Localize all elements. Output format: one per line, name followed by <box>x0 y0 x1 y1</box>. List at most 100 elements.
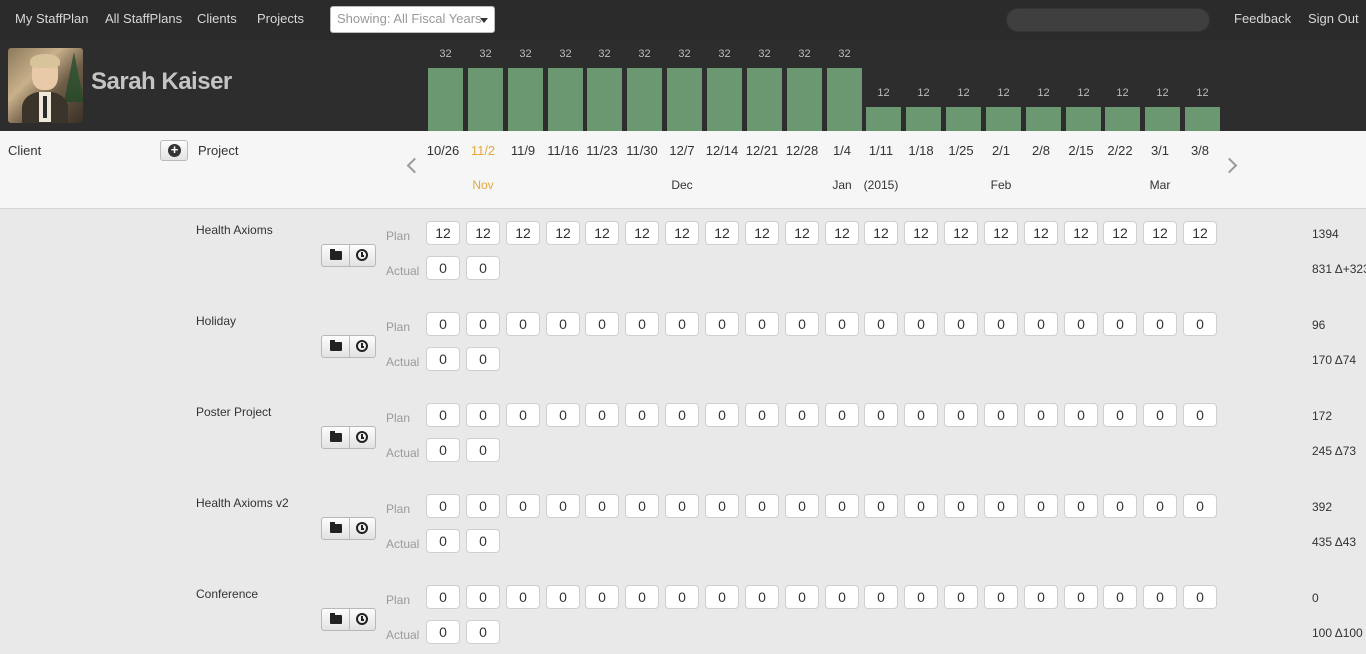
plan-hours-input[interactable] <box>1143 221 1177 245</box>
plan-hours-input[interactable] <box>785 312 819 336</box>
plan-hours-input[interactable] <box>506 494 540 518</box>
plan-hours-input[interactable] <box>1183 312 1217 336</box>
plan-hours-input[interactable] <box>785 585 819 609</box>
nav-feedback[interactable]: Feedback <box>1234 11 1292 26</box>
plan-hours-input[interactable] <box>1064 403 1098 427</box>
plan-hours-input[interactable] <box>585 312 619 336</box>
actual-hours-input[interactable] <box>426 256 460 280</box>
plan-hours-input[interactable] <box>546 494 580 518</box>
plan-hours-input[interactable] <box>466 312 500 336</box>
search-input[interactable] <box>1006 8 1210 32</box>
plan-hours-input[interactable] <box>984 312 1018 336</box>
plan-hours-input[interactable] <box>426 221 460 245</box>
plan-hours-input[interactable] <box>1024 494 1058 518</box>
plan-hours-input[interactable] <box>1183 494 1217 518</box>
plan-hours-input[interactable] <box>864 494 898 518</box>
plan-hours-input[interactable] <box>1103 403 1137 427</box>
clock-icon[interactable] <box>356 613 368 625</box>
nav-all-staffplans[interactable]: All StaffPlans <box>105 11 183 26</box>
plan-hours-input[interactable] <box>984 403 1018 427</box>
plan-hours-input[interactable] <box>1183 403 1217 427</box>
plan-hours-input[interactable] <box>944 403 978 427</box>
plan-hours-input[interactable] <box>546 403 580 427</box>
plan-hours-input[interactable] <box>546 221 580 245</box>
folder-icon[interactable] <box>330 522 342 533</box>
project-name[interactable]: Poster Project <box>196 405 272 419</box>
plan-hours-input[interactable] <box>984 494 1018 518</box>
plan-hours-input[interactable] <box>745 494 779 518</box>
plan-hours-input[interactable] <box>745 403 779 427</box>
plan-hours-input[interactable] <box>825 585 859 609</box>
clock-icon[interactable] <box>356 431 368 443</box>
clock-icon[interactable] <box>356 249 368 261</box>
plan-hours-input[interactable] <box>904 494 938 518</box>
plan-hours-input[interactable] <box>1024 403 1058 427</box>
nav-sign-out[interactable]: Sign Out <box>1308 11 1359 26</box>
actual-hours-input[interactable] <box>466 347 500 371</box>
nav-my-staffplan[interactable]: My StaffPlan <box>15 11 89 26</box>
plan-hours-input[interactable] <box>506 585 540 609</box>
plan-hours-input[interactable] <box>1064 312 1098 336</box>
plan-hours-input[interactable] <box>625 312 659 336</box>
plan-hours-input[interactable] <box>785 494 819 518</box>
nav-projects[interactable]: Projects <box>257 11 304 26</box>
plan-hours-input[interactable] <box>705 585 739 609</box>
plan-hours-input[interactable] <box>984 221 1018 245</box>
plan-hours-input[interactable] <box>944 494 978 518</box>
plan-hours-input[interactable] <box>944 312 978 336</box>
plan-hours-input[interactable] <box>1143 312 1177 336</box>
plan-hours-input[interactable] <box>1024 221 1058 245</box>
project-name[interactable]: Health Axioms <box>196 223 273 237</box>
plan-hours-input[interactable] <box>745 585 779 609</box>
plan-hours-input[interactable] <box>1103 221 1137 245</box>
actual-hours-input[interactable] <box>466 529 500 553</box>
folder-icon[interactable] <box>330 340 342 351</box>
plan-hours-input[interactable] <box>426 585 460 609</box>
plan-hours-input[interactable] <box>1103 585 1137 609</box>
plan-hours-input[interactable] <box>825 312 859 336</box>
plan-hours-input[interactable] <box>904 585 938 609</box>
actual-hours-input[interactable] <box>466 438 500 462</box>
plan-hours-input[interactable] <box>665 494 699 518</box>
plan-hours-input[interactable] <box>625 494 659 518</box>
plan-hours-input[interactable] <box>506 403 540 427</box>
actual-hours-input[interactable] <box>426 347 460 371</box>
plan-hours-input[interactable] <box>1064 585 1098 609</box>
plan-hours-input[interactable] <box>1143 494 1177 518</box>
plan-hours-input[interactable] <box>785 403 819 427</box>
plan-hours-input[interactable] <box>825 221 859 245</box>
plan-hours-input[interactable] <box>665 403 699 427</box>
plan-hours-input[interactable] <box>466 403 500 427</box>
project-name[interactable]: Holiday <box>196 314 237 328</box>
nav-clients[interactable]: Clients <box>197 11 237 26</box>
plan-hours-input[interactable] <box>984 585 1018 609</box>
actual-hours-input[interactable] <box>426 438 460 462</box>
plan-hours-input[interactable] <box>665 221 699 245</box>
actual-hours-input[interactable] <box>426 529 460 553</box>
folder-icon[interactable] <box>330 431 342 442</box>
plan-hours-input[interactable] <box>904 403 938 427</box>
plan-hours-input[interactable] <box>1024 312 1058 336</box>
plan-hours-input[interactable] <box>864 312 898 336</box>
plan-hours-input[interactable] <box>705 494 739 518</box>
plan-hours-input[interactable] <box>1103 494 1137 518</box>
plan-hours-input[interactable] <box>466 221 500 245</box>
clock-icon[interactable] <box>356 522 368 534</box>
plan-hours-input[interactable] <box>1064 221 1098 245</box>
plan-hours-input[interactable] <box>745 312 779 336</box>
actual-hours-input[interactable] <box>426 620 460 644</box>
fiscal-year-select[interactable]: Showing: All Fiscal Years <box>330 6 495 33</box>
plan-hours-input[interactable] <box>665 312 699 336</box>
plan-hours-input[interactable] <box>864 585 898 609</box>
plan-hours-input[interactable] <box>506 312 540 336</box>
plan-hours-input[interactable] <box>944 221 978 245</box>
plan-hours-input[interactable] <box>1143 403 1177 427</box>
project-name[interactable]: Health Axioms v2 <box>196 496 289 510</box>
plan-hours-input[interactable] <box>546 585 580 609</box>
actual-hours-input[interactable] <box>466 256 500 280</box>
plan-hours-input[interactable] <box>705 403 739 427</box>
plan-hours-input[interactable] <box>546 312 580 336</box>
plan-hours-input[interactable] <box>904 221 938 245</box>
plan-hours-input[interactable] <box>665 585 699 609</box>
plan-hours-input[interactable] <box>1103 312 1137 336</box>
